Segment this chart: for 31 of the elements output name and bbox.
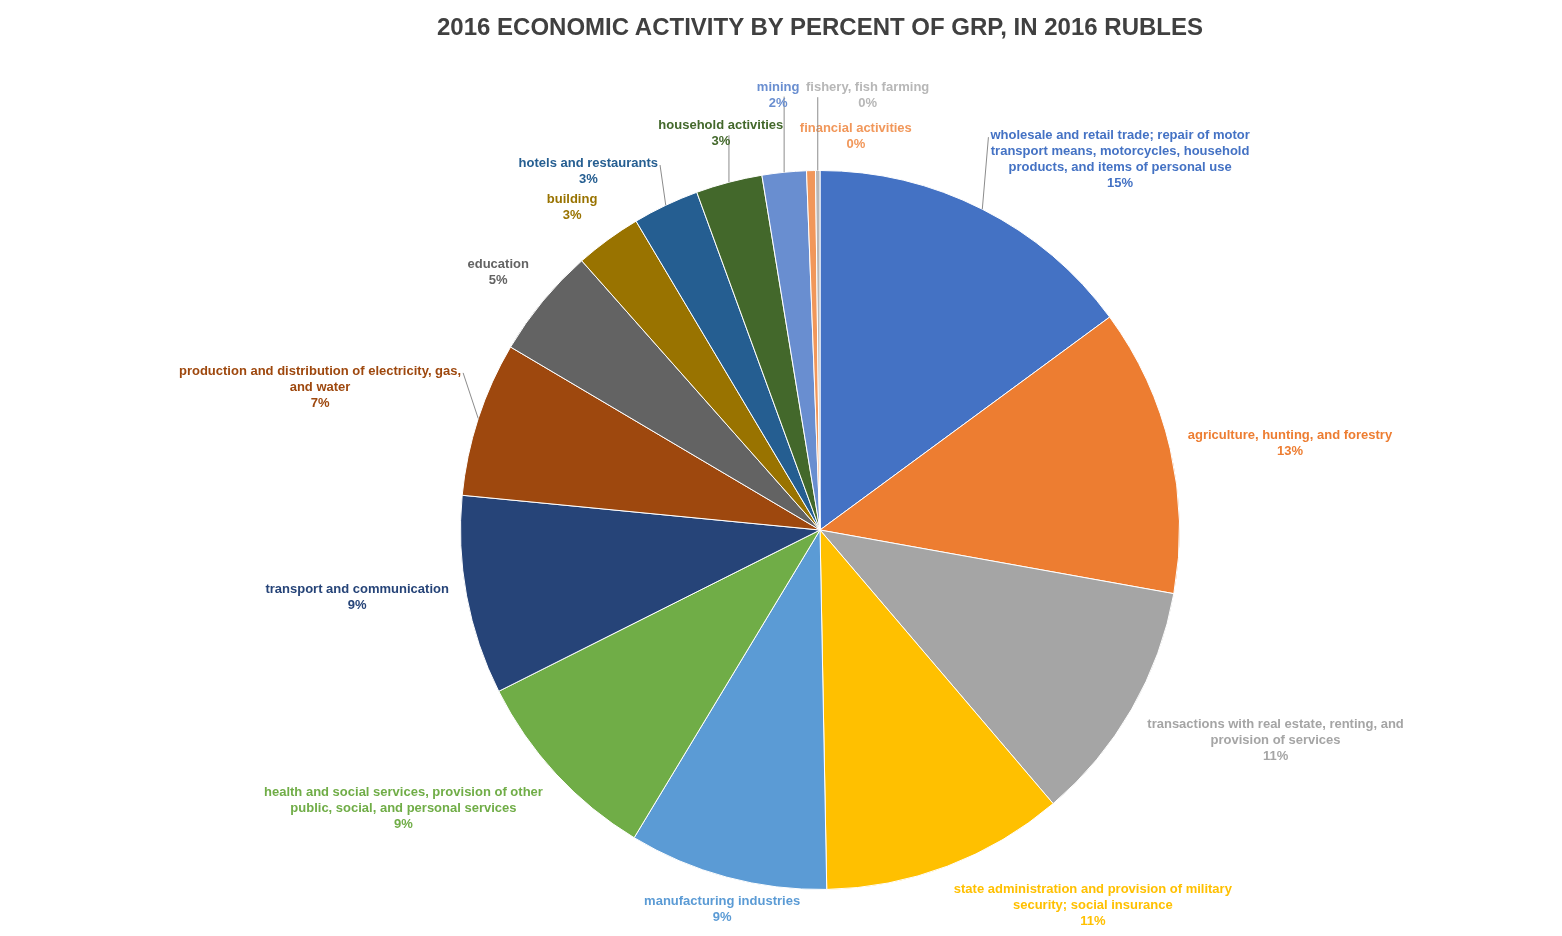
- data-label: 13%: [1276, 442, 1304, 458]
- data-label: 11%: [1080, 913, 1106, 929]
- slice-label: education: [467, 255, 529, 271]
- data-label: 3%: [562, 207, 582, 223]
- data-label: 2%: [768, 94, 788, 110]
- data-label: 3%: [578, 171, 599, 187]
- data-label: 3%: [711, 133, 731, 149]
- slice-label: wholesale and retail trade; repair of motor transport means, motorcycles, household products, and items of personal use: [989, 127, 1250, 175]
- data-label: 5%: [488, 271, 509, 287]
- slice-label: financial activities: [799, 120, 912, 136]
- data-label: 9%: [394, 816, 414, 832]
- data-label: 0%: [858, 95, 878, 111]
- slice-label: fishery, fish farming: [805, 79, 930, 95]
- chart-title: 2016 ECONOMIC ACTIVITY BY PERCENT OF GRP, IN 2016 RUBLES: [437, 12, 1203, 40]
- data-label: 9%: [712, 908, 732, 924]
- slice-label: agriculture, hunting, and forestry: [1187, 426, 1393, 442]
- data-label: 15%: [1107, 175, 1134, 191]
- slice-label: household activities: [658, 117, 784, 133]
- data-label: 11%: [1262, 748, 1289, 764]
- slice-label: state administration and provision of military security; social insurance: [953, 881, 1233, 913]
- slice-label: production and distribution of electricity, gas, and water: [178, 362, 462, 394]
- slice-label: transactions with real estate, renting, and provision of services: [1147, 716, 1404, 748]
- slice-label: health and social services, provision of other public, social, and personal services: [263, 784, 543, 816]
- slice-label: transport and communication: [265, 581, 449, 597]
- slice-label: hotels and restaurants: [518, 155, 659, 171]
- slice-label: building: [546, 191, 598, 207]
- data-label: 7%: [310, 394, 330, 410]
- data-label: 0%: [846, 136, 866, 152]
- slice-label: mining: [756, 78, 800, 94]
- slice-label: manufacturing industries: [644, 892, 801, 908]
- data-label: 9%: [347, 597, 367, 613]
